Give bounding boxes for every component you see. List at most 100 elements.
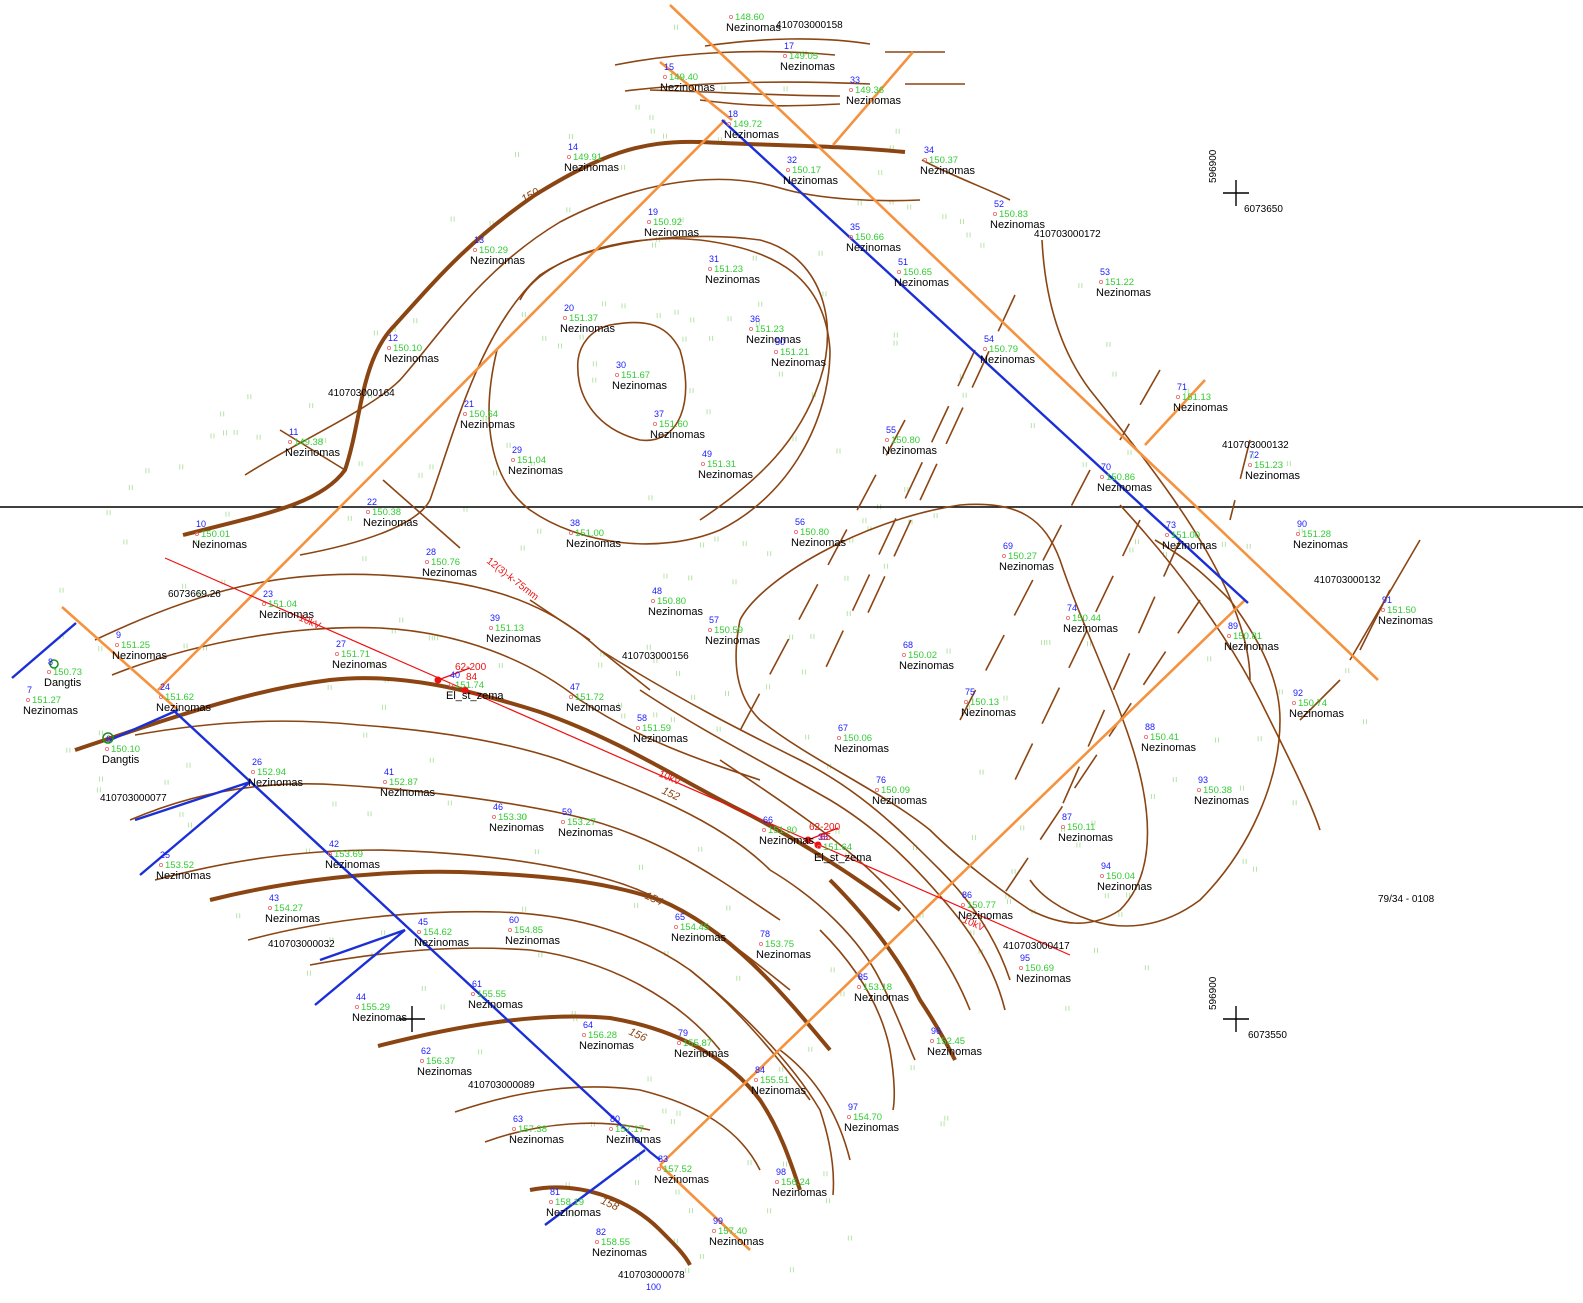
- contour-156: [377, 1014, 802, 1191]
- point-elevation: 151.31: [707, 459, 736, 470]
- point-elevation: 150.29: [479, 245, 508, 256]
- point-marker: [1227, 634, 1232, 639]
- point-elevation: 157.40: [718, 1226, 747, 1237]
- point-elevation: 150.73: [53, 667, 82, 678]
- point-marker: [595, 1240, 600, 1245]
- point-marker: [470, 992, 475, 997]
- point-number: 98: [776, 1167, 786, 1177]
- point-number: 49: [702, 449, 712, 459]
- coordinate-label: 6073669.26: [168, 589, 221, 600]
- point-elevation: 151.13: [1182, 392, 1211, 403]
- point-elevation: 151.22: [1105, 277, 1134, 288]
- point-marker: [419, 1059, 424, 1064]
- parcel-id: 410703000156: [622, 651, 689, 662]
- point-elevation: 151.59: [642, 723, 671, 734]
- point-label: Nezinomas: [834, 743, 890, 755]
- point-marker: [729, 14, 734, 19]
- point-marker: [759, 942, 764, 947]
- point-number: 85: [858, 972, 868, 982]
- parcel-id: 410703000417: [1003, 941, 1070, 952]
- point-number: 59: [562, 807, 572, 817]
- point-label: Nezinomas: [486, 633, 542, 645]
- point-label: Nezinomas: [772, 1187, 828, 1199]
- point-marker: [334, 652, 339, 657]
- point-number: 82: [596, 1227, 606, 1237]
- point-elevation: 156.37: [426, 1056, 455, 1067]
- point-marker: [563, 315, 568, 320]
- grid-cross-top: [1223, 180, 1249, 206]
- point-marker: [885, 437, 890, 442]
- point-number: 95: [1020, 953, 1030, 963]
- contour-label-158: 158: [599, 1195, 622, 1214]
- point-elevation: 149.72: [733, 119, 762, 130]
- point-number: 25: [160, 850, 170, 860]
- grid-y-bottom: 6073550: [1248, 1030, 1287, 1041]
- point-elevation: 149.40: [669, 72, 698, 83]
- point-number: 11: [289, 427, 298, 437]
- point-elevation: 150.04: [1106, 871, 1135, 882]
- point-number: 54: [984, 334, 994, 344]
- point-label: Nezinomas: [791, 537, 847, 549]
- point-label: Nezinomas: [23, 705, 79, 717]
- point-label: Nezinomas: [156, 702, 212, 714]
- point-label: Nezinomas: [980, 354, 1036, 366]
- point-marker: [194, 532, 199, 537]
- point-elevation: 150.11: [1067, 822, 1095, 833]
- survey-points: 10150.01Nezinomas11149.38Nezinomas12150.…: [23, 12, 1434, 1259]
- point-label: Nezinomas: [248, 777, 304, 789]
- point-label: Nezinomas: [112, 650, 168, 662]
- point-number: 17: [784, 41, 794, 51]
- point-elevation: 155.51: [760, 1075, 789, 1086]
- point-elevation: 155.55: [477, 989, 506, 1000]
- point-elevation: 151.80: [768, 825, 797, 836]
- point-elevation: 150.06: [843, 733, 872, 744]
- point-number: 22: [367, 497, 377, 507]
- point-label: Nezinomas: [846, 242, 902, 254]
- point-number: 79: [678, 1028, 688, 1038]
- point-number: 37: [654, 409, 664, 419]
- point-marker: [327, 852, 332, 857]
- point-number: 97: [848, 1102, 858, 1112]
- point-label: Nezinomas: [872, 795, 928, 807]
- point-elevation: 151.28: [1302, 529, 1331, 540]
- point-marker: [287, 439, 292, 444]
- point-marker: [774, 349, 779, 354]
- point-elevation: 151.60: [659, 419, 688, 430]
- point-number: 12: [388, 333, 398, 343]
- point-number: 19: [648, 207, 658, 217]
- point-number: 69: [1003, 541, 1013, 551]
- point-elevation: 151.27: [32, 695, 61, 706]
- power-line: [164, 557, 1071, 956]
- point-number: 35: [850, 222, 860, 232]
- point-number: 46: [493, 802, 503, 812]
- point-marker: [1381, 608, 1386, 613]
- point-marker: [448, 683, 453, 688]
- point-number: 18: [728, 109, 738, 119]
- point-number: 50: [775, 337, 785, 347]
- point-label: Nezinomas: [709, 1236, 765, 1248]
- point-elevation: 151.21: [780, 347, 809, 358]
- point-elevation: 151.23: [1254, 460, 1283, 471]
- point-number: 34: [924, 145, 934, 155]
